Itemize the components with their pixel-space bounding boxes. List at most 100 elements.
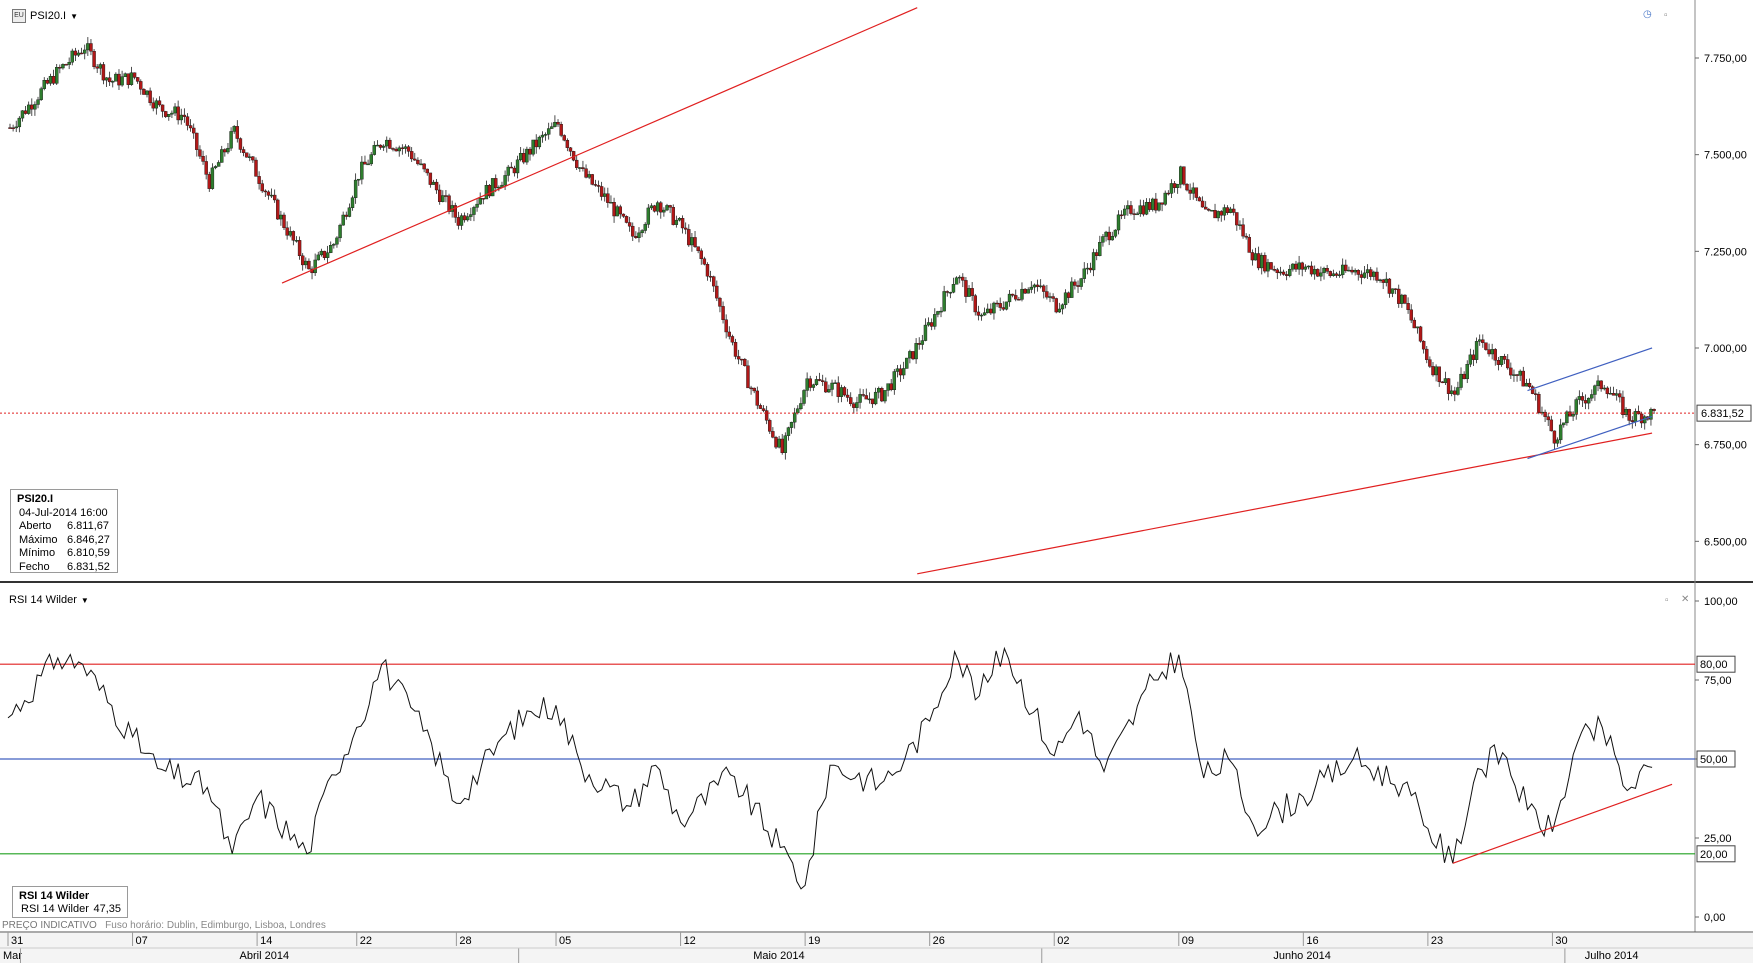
- candle-body: [503, 175, 507, 186]
- candle-body: [1001, 307, 1005, 310]
- candle-body: [279, 214, 283, 220]
- candle-body: [1207, 209, 1211, 211]
- candle-body: [842, 387, 847, 396]
- last-price-box: [1696, 404, 1752, 422]
- rsi-pane-title[interactable]: RSI 14 Wilder ▼: [9, 594, 89, 606]
- dropdown-caret-icon[interactable]: ▼: [70, 11, 78, 21]
- candle-body: [1344, 264, 1348, 271]
- candle-body: [1175, 184, 1180, 188]
- candle-body: [1309, 265, 1314, 275]
- candle-body: [1381, 279, 1385, 283]
- candle-body: [1390, 288, 1395, 294]
- candle-body: [568, 147, 573, 152]
- candle-body: [179, 114, 183, 121]
- candle-body: [1471, 354, 1476, 360]
- candle-body: [870, 398, 875, 405]
- candle-body: [1235, 212, 1239, 226]
- y-tick-label: 7.750,00: [1704, 53, 1747, 65]
- rsi-dropdown-caret-icon[interactable]: ▼: [80, 595, 89, 605]
- candle-body: [768, 420, 772, 432]
- candle-body: [646, 207, 651, 225]
- candle-body: [1506, 359, 1510, 369]
- candle-body: [1639, 413, 1644, 424]
- candle-body: [73, 50, 78, 56]
- candle-body: [680, 218, 685, 229]
- candle-body: [1362, 272, 1367, 278]
- clock-icon[interactable]: ◷: [1643, 9, 1652, 20]
- candle-body: [366, 163, 370, 166]
- candle-body: [1281, 271, 1286, 275]
- candle-body: [976, 311, 981, 316]
- candle-body: [95, 66, 99, 69]
- rsi-close-icon[interactable]: ✕: [1681, 594, 1690, 605]
- candle-body: [1316, 269, 1320, 277]
- x-month-label: Mar: [3, 950, 22, 962]
- candle-body: [880, 387, 884, 402]
- trendline[interactable]: [1527, 347, 1653, 392]
- candle-body: [26, 104, 31, 114]
- candle-body: [425, 168, 429, 174]
- candle-body: [251, 156, 255, 161]
- candle-body: [1045, 291, 1049, 298]
- candle-body: [322, 250, 327, 258]
- main-pane-title[interactable]: EU PSI20.I ▼: [12, 9, 78, 23]
- candle-body: [385, 139, 389, 147]
- candle-body: [1263, 255, 1267, 272]
- candle-body: [1462, 373, 1466, 380]
- x-day-tick-label: 26: [933, 935, 945, 947]
- candle-body: [677, 218, 682, 221]
- candle-body: [1418, 326, 1423, 342]
- candle-body: [581, 167, 585, 169]
- candle-body: [528, 148, 532, 155]
- candle-body: [1163, 192, 1167, 205]
- rsi-maximize-icon[interactable]: ▫: [1665, 595, 1669, 606]
- candle-body: [562, 135, 566, 141]
- candle-body: [335, 237, 339, 245]
- candle-body: [1527, 382, 1532, 387]
- candle-body: [687, 229, 691, 246]
- candle-body: [269, 194, 274, 197]
- candle-body: [1275, 269, 1280, 273]
- candle-body: [989, 308, 993, 314]
- candle-body: [481, 198, 485, 200]
- candle-body: [388, 139, 392, 149]
- x-month-label: Maio 2014: [753, 950, 804, 962]
- trendline[interactable]: [1527, 415, 1653, 460]
- trendline[interactable]: [917, 432, 1653, 575]
- candle-body: [1615, 393, 1619, 396]
- candle-body: [1372, 271, 1376, 277]
- candle-body: [998, 303, 1002, 308]
- candle-body: [135, 77, 140, 82]
- candle-body: [836, 382, 840, 397]
- candle-body: [1478, 339, 1482, 342]
- candle-body: [1054, 298, 1058, 313]
- candle-body: [596, 185, 601, 187]
- candle-body: [659, 202, 663, 213]
- candle-body: [655, 202, 660, 212]
- candle-body: [1063, 292, 1068, 305]
- candle-body: [1543, 411, 1547, 417]
- candle-body: [640, 230, 644, 234]
- candle-body: [537, 136, 542, 148]
- candle-body: [1322, 268, 1326, 274]
- candle-body: [796, 408, 800, 414]
- candle-body: [1238, 224, 1242, 226]
- trendline[interactable]: [281, 7, 918, 284]
- candle-body: [920, 340, 925, 345]
- candle-body: [1185, 183, 1189, 191]
- candle-body: [1446, 378, 1451, 394]
- candle-body: [1484, 342, 1488, 350]
- candle-body: [908, 351, 912, 359]
- candle-body: [1038, 285, 1043, 288]
- candle-body: [683, 227, 688, 230]
- candle-body: [643, 224, 647, 231]
- candle-body: [497, 186, 501, 189]
- candle-body: [671, 207, 675, 225]
- candle-body: [724, 319, 728, 333]
- rsi-trendline[interactable]: [1452, 783, 1673, 864]
- candle-body: [1524, 382, 1529, 387]
- candle-body: [883, 390, 887, 402]
- maximize-icon[interactable]: ▫: [1664, 10, 1668, 21]
- candle-body: [1200, 200, 1205, 208]
